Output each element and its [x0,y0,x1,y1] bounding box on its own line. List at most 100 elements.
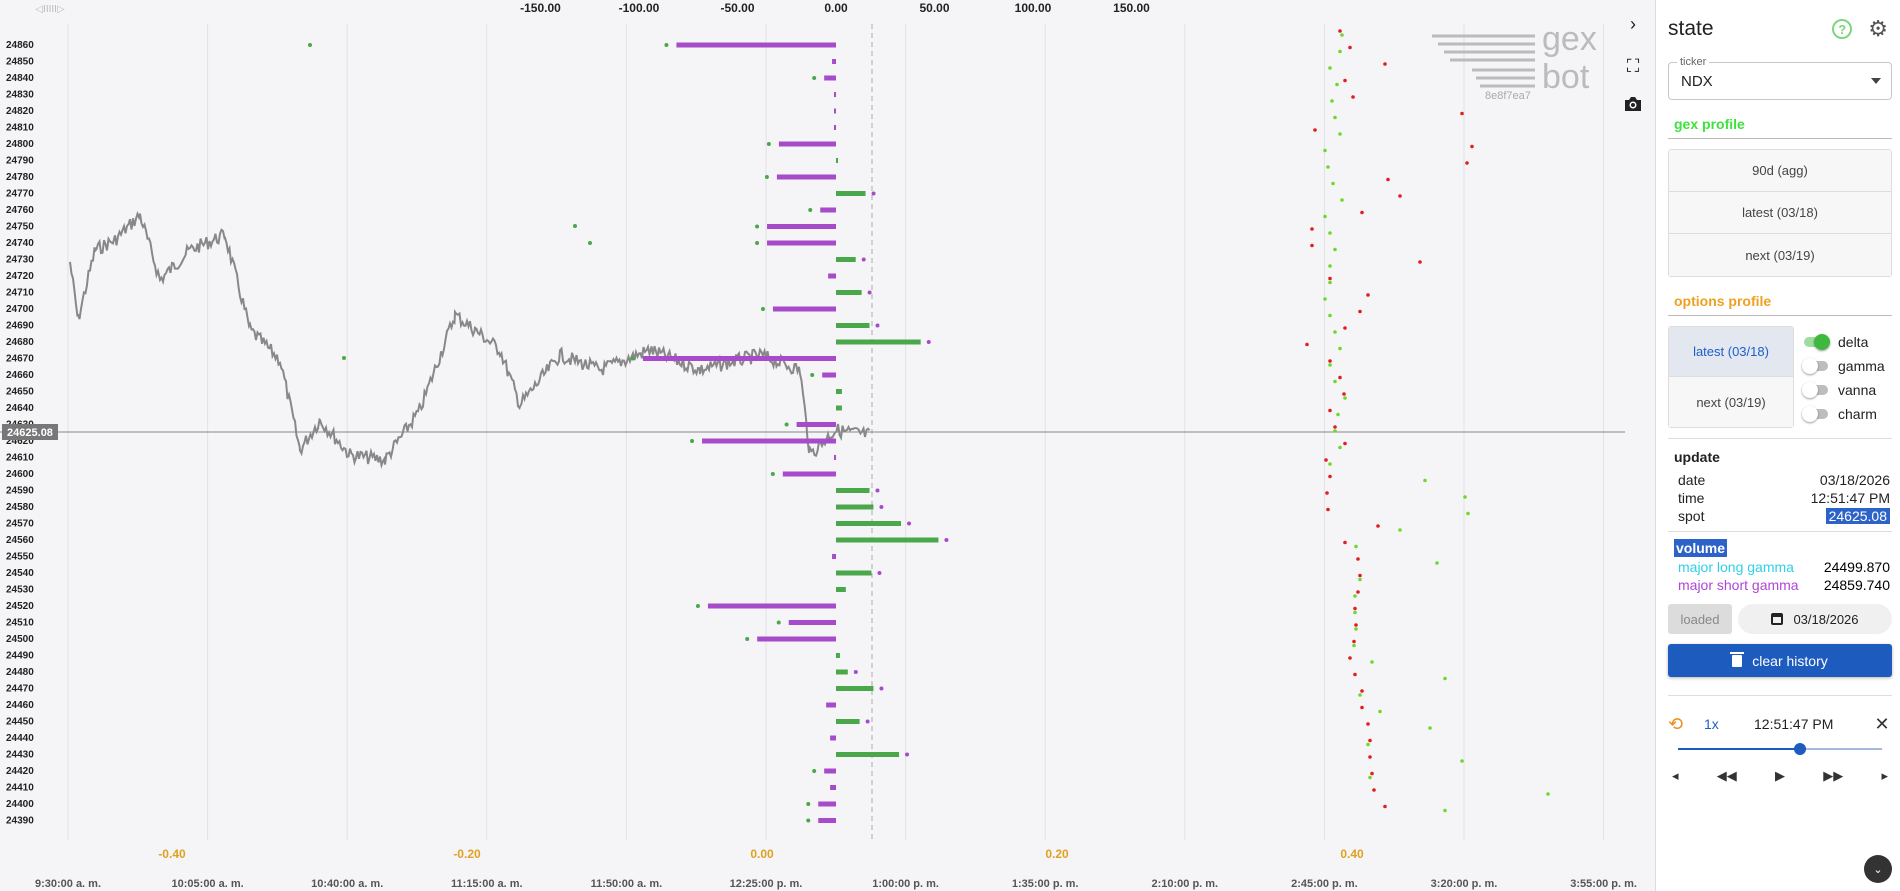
time-axis-label: 11:15:00 a. m. [451,878,523,890]
strike-bar [834,125,837,130]
rewind-icon[interactable]: ◀◀ [1716,768,1737,783]
bar-marker [926,340,931,344]
strike-bar [830,735,836,741]
strike-bar [796,422,836,427]
step-back-icon[interactable]: ◂ [1672,768,1679,783]
bar-marker [776,620,781,625]
expand-chevron-icon[interactable]: ⌄ [1864,855,1892,883]
red-dot [1328,408,1332,413]
update-title: update [1668,438,1892,471]
time-axis-label: 10:40:00 a. m. [311,878,383,890]
green-dot [1353,594,1357,598]
strike-label: 24760 [6,205,34,216]
gex-next-button[interactable]: next (03/19) [1669,234,1891,276]
major-short-gamma-value: 24859.740 [1823,577,1890,593]
red-dot [1360,210,1364,215]
strike-bar [836,521,902,526]
green-dot [1328,264,1332,268]
sidebar-title: state [1668,17,1714,40]
loaded-button[interactable]: loaded [1668,604,1732,634]
top-axis-label: -50.00 [720,1,754,15]
fullscreen-icon[interactable]: ⛶ [1626,55,1640,76]
history-icon[interactable]: ⟲ [1668,713,1684,734]
toggle-delta[interactable]: delta [1804,330,1885,354]
top-axis-label: 50.00 [919,1,949,15]
gex-chart[interactable]: -150.00 -100.00 -50.00 0.00 50.00 100.00 150.0… [0,0,1655,891]
green-dot [1370,660,1374,664]
play-icon[interactable]: ▶ [1775,768,1785,783]
time-axis-label: 10:05:00 a. m. [172,878,244,890]
green-dot [1328,66,1332,70]
strike-label: 24720 [6,271,34,282]
green-dot [1463,495,1467,499]
speed-button[interactable]: 1x [1704,716,1719,732]
logo-text-top: gex [1542,20,1597,58]
strike-bar [828,273,836,279]
major-short-gamma-row: major short gamma 24859.740 [1678,576,1890,594]
gex-90d-button[interactable]: 90d (agg) [1669,150,1891,192]
bottom-axis-label: 0.40 [1340,847,1364,861]
bar-marker [879,686,884,691]
toggle-charm[interactable]: charm [1802,402,1885,426]
options-latest-button[interactable]: latest (03/18) [1669,327,1793,377]
strike-bar [836,290,862,295]
top-axis-label: 100.00 [1015,1,1052,15]
gamma-switch[interactable] [1802,358,1828,374]
gear-icon[interactable]: ⚙ [1868,16,1888,41]
red-dot [1353,606,1357,611]
green-dot [1333,247,1337,252]
strike-bar [818,818,836,823]
clear-history-button[interactable]: clear history [1668,644,1892,677]
collapse-chevron-icon[interactable]: › [1630,13,1636,34]
options-profile-buttons: latest (03/18) next (03/19) [1668,326,1794,428]
strike-label: 24390 [6,816,34,827]
top-axis-label: -150.00 [520,1,561,15]
vanna-switch[interactable] [1802,382,1828,398]
logo-id: 8e8f7ea7 [1485,90,1531,102]
bar-marker [944,538,949,542]
green-dot [342,356,346,360]
axis-scroll-handle: ◁IIIII▷ [35,4,65,15]
bar-marker [806,818,811,823]
playback-slider[interactable] [1678,743,1882,755]
bar-marker [861,257,866,262]
strike-label: 24410 [6,783,34,794]
green-dot [1328,363,1332,367]
red-dot [1310,243,1314,248]
fast-forward-icon[interactable]: ▶▶ [1823,768,1844,783]
help-icon[interactable]: ? [1832,19,1853,39]
toggle-vanna[interactable]: vanna [1802,378,1885,402]
slider-thumb[interactable] [1794,743,1807,755]
date-picker-button[interactable]: 03/18/2026 [1738,604,1892,634]
red-dot [1348,656,1352,660]
red-dot [1470,144,1474,149]
camera-icon[interactable] [1621,92,1645,116]
toggle-gamma[interactable]: gamma [1802,354,1885,378]
strike-bar [836,504,874,510]
red-dot [1370,771,1374,776]
strike-label: 24590 [6,486,34,497]
red-dot [1328,474,1332,479]
bar-marker [871,191,876,196]
red-dot [1383,62,1387,66]
close-icon[interactable]: ✕ [1874,713,1890,734]
bar-marker [812,76,817,80]
top-axis-label: 0.00 [824,1,848,15]
red-dot [1313,128,1317,132]
options-next-button[interactable]: next (03/19) [1669,377,1793,427]
delta-switch[interactable] [1804,334,1830,350]
bottom-axis-label: 0.20 [1045,847,1069,861]
strike-label: 24470 [6,684,34,695]
player-time: 12:51:47 PM [1754,716,1834,732]
spot-label: spot [1678,508,1705,524]
strike-label: 24620 [6,436,34,447]
ticker-select[interactable]: ticker NDX [1668,56,1892,100]
green-dot [1460,759,1464,763]
bar-marker [664,43,669,47]
gex-latest-button[interactable]: latest (03/18) [1669,192,1891,234]
chart-area[interactable]: -150.00 -100.00 -50.00 0.00 50.00 100.00 150.0… [0,0,1655,891]
strike-label: 24840 [6,73,34,84]
strike-label: 24740 [6,238,34,249]
step-forward-icon[interactable]: ▸ [1881,768,1888,783]
charm-switch[interactable] [1802,406,1828,422]
